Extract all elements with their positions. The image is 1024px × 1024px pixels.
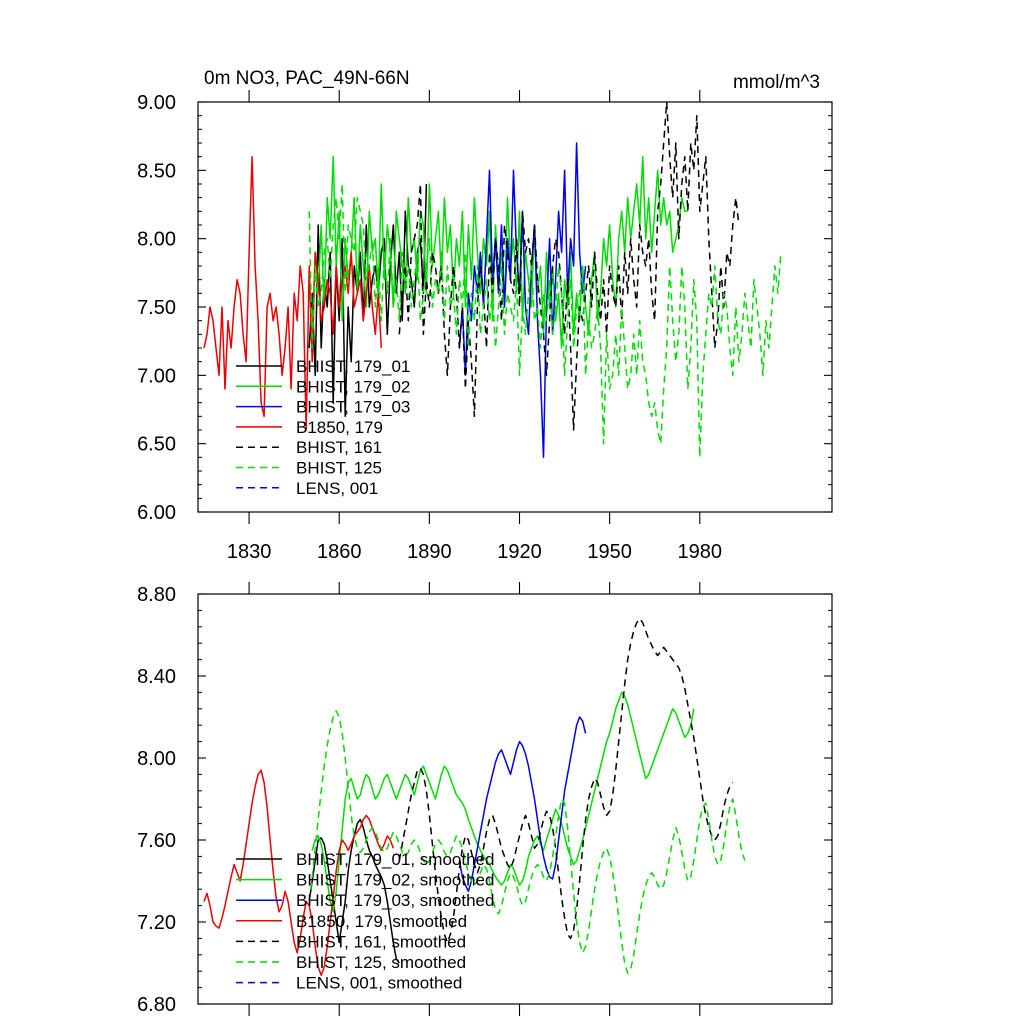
- top-panel: 6.00 6.50 7.00 7.50 8.00 8.50 9.00 1830 1860 1890…: [137, 68, 833, 563]
- legend-label-bhist-161: BHIST, 161: [296, 438, 382, 457]
- chart-title: 0m NO3, PAC_49N-66N: [204, 68, 410, 89]
- y-tick-label: 6.00: [137, 502, 176, 524]
- x-tick-label: 1980: [678, 541, 723, 563]
- series-line-bhist-125-smoothed: [308, 710, 746, 974]
- y-tick-label: 7.00: [137, 365, 176, 387]
- x-tick-label: 1830: [227, 541, 272, 563]
- y-tick-label: 8.00: [137, 748, 176, 770]
- legend: BHIST, 179_01, smoothed BHIST, 179_02, sm…: [236, 850, 494, 993]
- legend-label-bhist-179-02: BHIST, 179_02: [296, 377, 410, 396]
- series-line-bhist-161-smoothed: [398, 617, 734, 944]
- legend-label-bhist-179-03: BHIST, 179_03: [296, 398, 410, 417]
- series-group: [203, 102, 782, 459]
- series-line-bhist-179-03: [458, 142, 587, 459]
- legend-label-bhist-125: BHIST, 125: [296, 459, 382, 478]
- series-line-bhist-179-03-smoothed: [458, 716, 587, 893]
- y-tick-label: 8.40: [137, 666, 176, 688]
- legend-label-b1850-179: B1850, 179: [296, 418, 383, 437]
- legend-label-b1850-179-smoothed: B1850, 179, smoothed: [296, 912, 467, 931]
- y-tick-label: 8.50: [137, 160, 176, 182]
- series-line-bhist-161: [398, 102, 740, 431]
- series-line-b1850-179: [203, 155, 383, 431]
- series-line-bhist-125: [308, 183, 782, 459]
- units-label: mmol/m^3: [733, 72, 820, 93]
- y-tick-label: 6.50: [137, 434, 176, 456]
- x-tick-label: 1890: [407, 541, 452, 563]
- legend-label-bhist-179-01-smoothed: BHIST, 179_01, smoothed: [296, 850, 494, 869]
- legend-label-bhist-161-smoothed: BHIST, 161, smoothed: [296, 932, 466, 951]
- x-tick-label: 1860: [317, 541, 362, 563]
- legend-label-lens-001-smoothed: LENS, 001, smoothed: [296, 974, 462, 993]
- y-tick-label: 7.20: [137, 912, 176, 934]
- legend-label-bhist-179-03-smoothed: BHIST, 179_03, smoothed: [296, 891, 494, 910]
- legend-label-bhist-125-smoothed: BHIST, 125, smoothed: [296, 953, 466, 972]
- series-line-b1850-179-smoothed: [203, 769, 395, 977]
- y-tick-label: 9.00: [137, 92, 176, 114]
- x-tick-label: 1950: [587, 541, 632, 563]
- y-tick-label: 8.00: [137, 229, 176, 251]
- series-line-bhist-179-02-smoothed: [311, 691, 695, 913]
- legend-label-bhist-179-02-smoothed: BHIST, 179_02, smoothed: [296, 871, 494, 890]
- plot-frame: [197, 593, 833, 1005]
- bottom-panel: 6.80 7.20 7.60 8.00 8.40 8.80 BHIST, 179_01, s…: [137, 582, 833, 1016]
- y-tick-label: 8.80: [137, 584, 176, 606]
- y-tick-label: 7.60: [137, 830, 176, 852]
- series-group: [203, 617, 746, 977]
- y-tick-label: 6.80: [137, 994, 176, 1016]
- x-tick-label: 1920: [497, 541, 542, 563]
- legend-label-lens-001: LENS, 001: [296, 479, 378, 498]
- legend-label-bhist-179-01: BHIST, 179_01: [296, 357, 410, 376]
- y-tick-label: 7.50: [137, 297, 176, 319]
